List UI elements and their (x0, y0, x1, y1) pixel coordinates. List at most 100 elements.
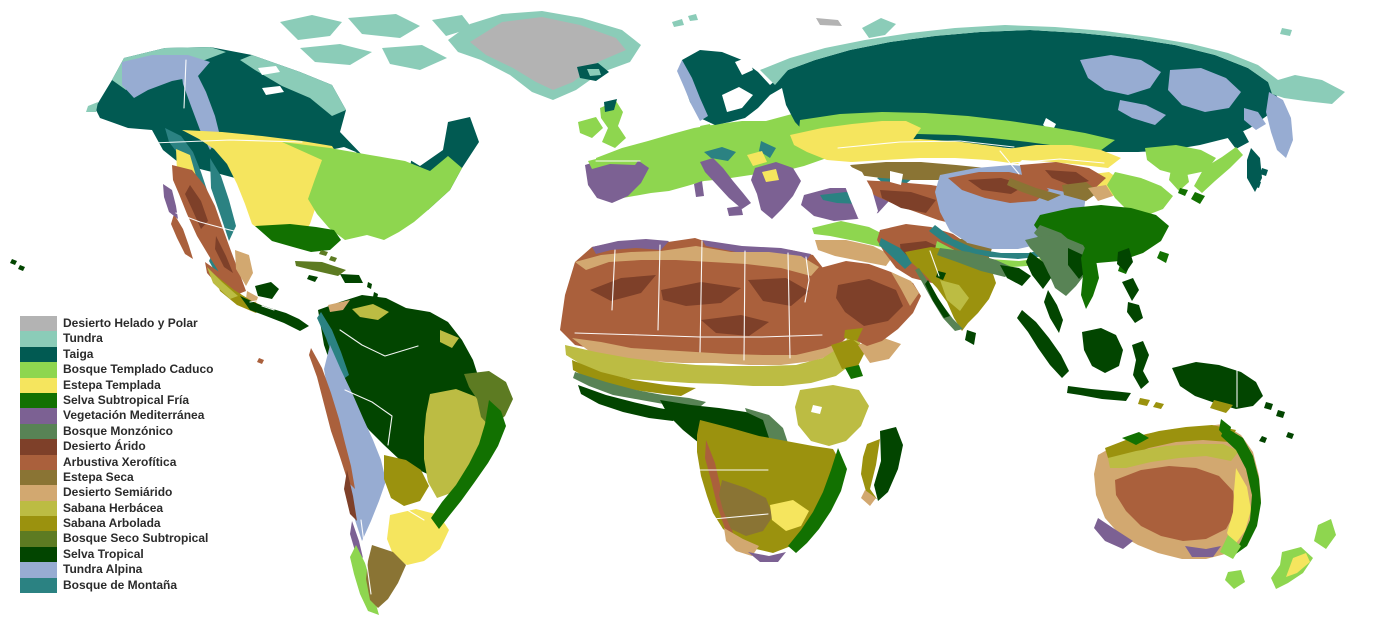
australia-east-coast-forest (1122, 419, 1261, 556)
legend-label: Tundra (63, 331, 103, 346)
legend-item-bosque-monzonico: Bosque Monzónico (20, 423, 213, 440)
ethiopia-forest-patch (845, 365, 863, 379)
sahara-semiarid-north (575, 246, 819, 276)
italy-mediterranean (694, 158, 751, 216)
australia-mediterranean (1094, 518, 1221, 557)
legend-item-bosque-de-montana: Bosque de Montaña (20, 577, 213, 594)
legend-label: Bosque Monzónico (63, 423, 173, 438)
legend-item-desierto-semiarido: Desierto Semiárido (20, 485, 213, 501)
east-africa-savanna (795, 385, 869, 446)
patagonia-dry-steppe (366, 545, 406, 608)
legend-swatch-selva-tropical (20, 546, 57, 563)
na-great-plains (176, 130, 341, 239)
california-mediterranean (163, 184, 178, 219)
legend-label: Vegetación Mediterránea (63, 408, 205, 423)
japan-forest (1194, 147, 1243, 193)
maghreb-mediterranean (592, 239, 811, 261)
legend-swatch-bosque-seco-subtropical (20, 531, 57, 547)
zagros-mountains (879, 238, 913, 269)
na-southwest-scrub (171, 165, 248, 304)
new-zealand-east-steppe (1286, 553, 1310, 577)
andes-alpine-tundra (324, 345, 386, 541)
legend-label: Bosque Seco Subtropical (63, 531, 209, 546)
legend-swatch-tundra (20, 331, 57, 347)
legend-swatch-desierto-arido (20, 439, 57, 455)
legend-swatch-sabana-arbolada (20, 516, 57, 532)
ghats-bengal-rainforest (925, 265, 1031, 345)
karakum-arid (880, 190, 936, 213)
na-semiarid (235, 250, 258, 306)
legend-item-estepa-templada: Estepa Templada (20, 377, 213, 393)
legend-label: Sabana Arbolada (63, 516, 161, 531)
chile-mediterranean (350, 521, 363, 558)
legend-item-sabana-herbacea: Sabana Herbácea (20, 500, 213, 517)
australia-grass-savanna (1108, 444, 1239, 468)
fertile-crescent-forest (812, 221, 891, 247)
legend-label: Arbustiva Xerofítica (63, 454, 177, 469)
gobi-semiarid (1088, 185, 1113, 201)
japan-south-subtropical (1178, 188, 1205, 204)
legend-item-desierto-helado-y-polar: Desierto Helado y Polar (20, 316, 213, 332)
legend-label: Desierto Árido (63, 439, 146, 454)
legend-swatch-bosque-monzonico (20, 423, 57, 440)
na-arid-desert (185, 185, 233, 273)
caribbean-coast-semiarid (328, 300, 350, 312)
cerrado-savanna (424, 389, 491, 498)
madagascar-south-semiarid (861, 490, 876, 506)
legend-swatch-selva-subtropical-fria (20, 392, 57, 409)
andes-north-mountain-forest (317, 312, 349, 380)
indochina-monsoon-forest (1025, 235, 1091, 296)
highveld-steppe (770, 500, 809, 531)
eurasia-arctic-tundra (672, 14, 1345, 104)
madagascar-west-savanna (861, 439, 880, 499)
legend-item-selva-subtropical-fria: Selva Subtropical Fría (20, 392, 213, 409)
amur-manchuria-forest (1107, 145, 1216, 216)
atlantic-forest (431, 400, 506, 529)
legend-item-sabana-arbolada: Sabana Arbolada (20, 516, 213, 532)
legend-swatch-estepa-seca (20, 469, 57, 486)
balkans-mediterranean (751, 162, 801, 219)
ethiopian-highlands (831, 339, 866, 369)
region-south-asia (905, 247, 1031, 345)
legend-item-estepa-seca: Estepa Seca (20, 469, 213, 486)
region-north-america (10, 14, 479, 331)
arabia-east-semiarid (815, 240, 919, 306)
legend: Desierto Helado y Polar Tundra Taiga Bosque… (20, 316, 213, 594)
gobi-arid-core (1045, 170, 1089, 186)
australia-east-steppe (1227, 468, 1251, 546)
legend-label: Estepa Templada (63, 377, 161, 392)
atacama-coast-scrub (257, 348, 355, 489)
atacama-arid (344, 470, 357, 521)
na-alpine-tundra (122, 55, 220, 150)
legend-item-selva-tropical: Selva Tropical (20, 546, 213, 563)
cuba-dry-forest (295, 250, 346, 276)
yemen-savanna (844, 328, 863, 341)
legend-swatch-bosque-de-montana (20, 577, 57, 594)
legend-swatch-sabana-herbacea (20, 500, 57, 517)
sahel-grass-savanna (565, 330, 861, 386)
indochina-rainforest (1026, 248, 1089, 333)
lake-victoria-water (811, 405, 822, 414)
legend-label: Estepa Seca (63, 469, 134, 484)
arabia-arid-core (836, 279, 903, 326)
kazakh-steppe (838, 139, 1030, 164)
legend-item-tundra-alpina: Tundra Alpina (20, 562, 213, 578)
gobi-dry-steppe (1007, 178, 1099, 201)
madagascar-east-rainforest (874, 427, 903, 501)
legend-item-desierto-arido: Desierto Árido (20, 439, 213, 455)
legend-label: Taiga (63, 346, 94, 361)
africa-monsoon-forest (573, 372, 789, 473)
legend-swatch-arbustiva-xerofitica (20, 454, 57, 470)
cape-mediterranean (748, 552, 786, 562)
region-southeast-asia (1017, 235, 1294, 481)
mozambique-coast-forest (788, 448, 847, 553)
legend-swatch-vegetacion-mediterranea (20, 408, 57, 424)
hudson-bay-water (258, 66, 416, 173)
outback-scrub (1115, 466, 1236, 541)
iceland-tundra (587, 69, 601, 76)
legend-swatch-estepa-templada (20, 377, 57, 393)
sudan-wooded-savanna (572, 360, 696, 396)
iberia-mediterranean (585, 157, 649, 203)
legend-item-taiga: Taiga (20, 346, 213, 363)
